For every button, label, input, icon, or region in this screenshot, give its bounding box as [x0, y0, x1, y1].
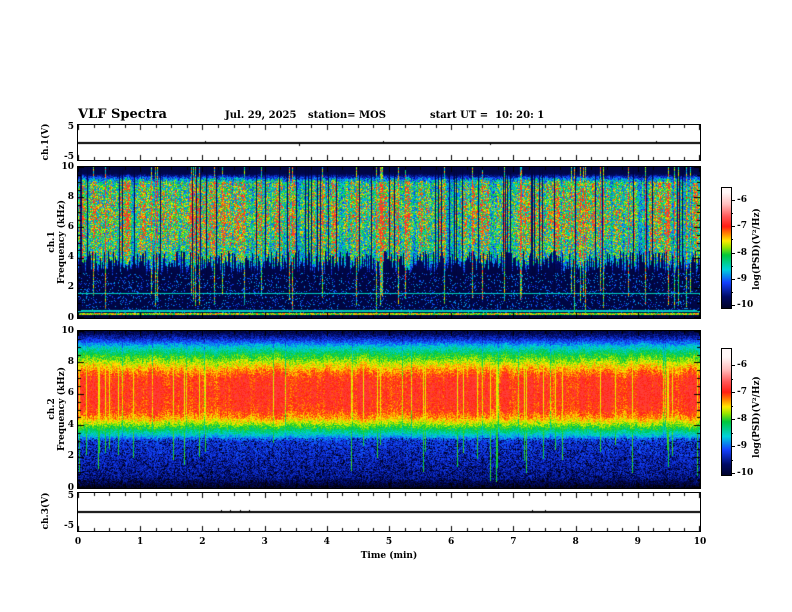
colorbar-tick [731, 226, 735, 227]
colorbar-tick [731, 200, 735, 201]
spec2-y-tick-label: 4 [67, 419, 74, 430]
wave2-y-tick-label: 5 [67, 491, 74, 501]
x-tick-label: 5 [385, 537, 393, 547]
ch1-frequency-axis-label: ch.1 Frequency (kHz) [47, 200, 67, 284]
spec1-y-tick-label: 6 [67, 221, 74, 232]
x-tick-label: 0 [74, 537, 82, 547]
ch3-voltage-panel [77, 492, 701, 532]
spec1-y-tick-label: 8 [67, 191, 74, 202]
plot-start-time: start UT = 10: 20: 1 [430, 110, 545, 121]
spec2-y-tick-label: 0 [67, 482, 74, 493]
x-tick-label: 7 [510, 537, 517, 547]
ch3-voltage-axis-label: ch.3(V) [41, 492, 51, 530]
spec2-y-tick-label: 8 [67, 356, 74, 367]
x-tick-label: 10 [693, 537, 707, 547]
colorbar-tick [731, 419, 735, 420]
colorbar-tick-label: -7 [737, 221, 747, 232]
x-tick-label: 4 [323, 537, 330, 547]
ch2-frequency-axis-label: ch.2 Frequency (kHz) [47, 367, 67, 451]
time-axis-label: Time (min) [360, 551, 418, 561]
x-tick-label: 6 [448, 537, 455, 547]
spec1-y-tick-label: 4 [67, 252, 74, 263]
x-tick-label: 3 [261, 537, 268, 547]
colorbar-minor-tick [731, 239, 733, 240]
wave2-y-tick-label: -5 [64, 521, 74, 531]
colorbar-tick [731, 365, 735, 366]
colorbar-tick-label: -6 [737, 195, 747, 205]
ch1-spectrogram-panel [77, 166, 701, 319]
ch2-spectrogram-canvas [78, 331, 700, 488]
colorbar-tick-label: -9 [737, 273, 747, 284]
colorbar-tick [731, 446, 735, 447]
plot-station: station= MOS [308, 110, 386, 121]
ch3-voltage-canvas [78, 493, 700, 531]
spec1-y-tick-label: 10 [61, 161, 74, 172]
colorbar-tick-label: -8 [737, 414, 747, 424]
colorbar-tick-label: -10 [737, 468, 754, 478]
colorbar-tick [731, 392, 735, 393]
colorbar-minor-tick [731, 292, 733, 293]
wave1-y-tick-label: 5 [67, 122, 74, 132]
x-tick-label: 9 [634, 537, 641, 547]
ch2-colorbar-canvas [722, 349, 731, 475]
ch1-colorbar [721, 187, 732, 309]
ch1-voltage-axis-label: ch.1(V) [41, 123, 51, 161]
spec2-y-tick-label: 2 [67, 451, 74, 462]
x-tick-label: 2 [199, 537, 206, 547]
x-tick-label: 8 [572, 537, 579, 547]
colorbar-minor-tick [731, 406, 733, 407]
plot-date: Jul. 29, 2025 [225, 110, 297, 121]
colorbar-tick-label: -10 [737, 300, 754, 310]
colorbar-tick [731, 305, 735, 306]
plot-title: VLF Spectra [78, 107, 167, 122]
spec2-y-tick-label: 6 [67, 388, 74, 399]
colorbar-tick-label: -7 [737, 387, 747, 397]
spec2-y-tick-label: 10 [61, 325, 74, 336]
x-tick-label: 1 [137, 537, 144, 547]
ch2-spectrogram-panel [77, 330, 701, 489]
ch1-colorbar-canvas [722, 188, 731, 308]
ch2-colorbar [721, 348, 732, 476]
colorbar-minor-tick [731, 379, 733, 380]
colorbar-tick-label: -6 [737, 360, 747, 370]
colorbar-tick [731, 279, 735, 280]
ch1-spectrogram-canvas [78, 167, 700, 318]
colorbar-tick-label: -8 [737, 247, 747, 258]
ch1-voltage-panel [77, 124, 701, 161]
frequency-khz-label: Frequency (kHz) [57, 366, 67, 452]
ch2-label-line: ch.2 [47, 398, 57, 420]
ch1-label-line: ch.1 [47, 231, 57, 253]
ch1-voltage-canvas [78, 125, 700, 160]
colorbar-tick-label: -9 [737, 441, 747, 451]
spec1-y-tick-label: 2 [67, 282, 74, 293]
colorbar-tick [731, 473, 735, 474]
colorbar-minor-tick [731, 460, 733, 461]
colorbar-minor-tick [731, 266, 733, 267]
wave1-y-tick-label: -5 [64, 152, 74, 162]
spec1-y-tick-label: 0 [67, 312, 74, 323]
frequency-khz-label: Frequency (kHz) [57, 199, 67, 285]
colorbar-minor-tick [731, 213, 733, 214]
colorbar-tick [731, 253, 735, 254]
colorbar-minor-tick [731, 433, 733, 434]
